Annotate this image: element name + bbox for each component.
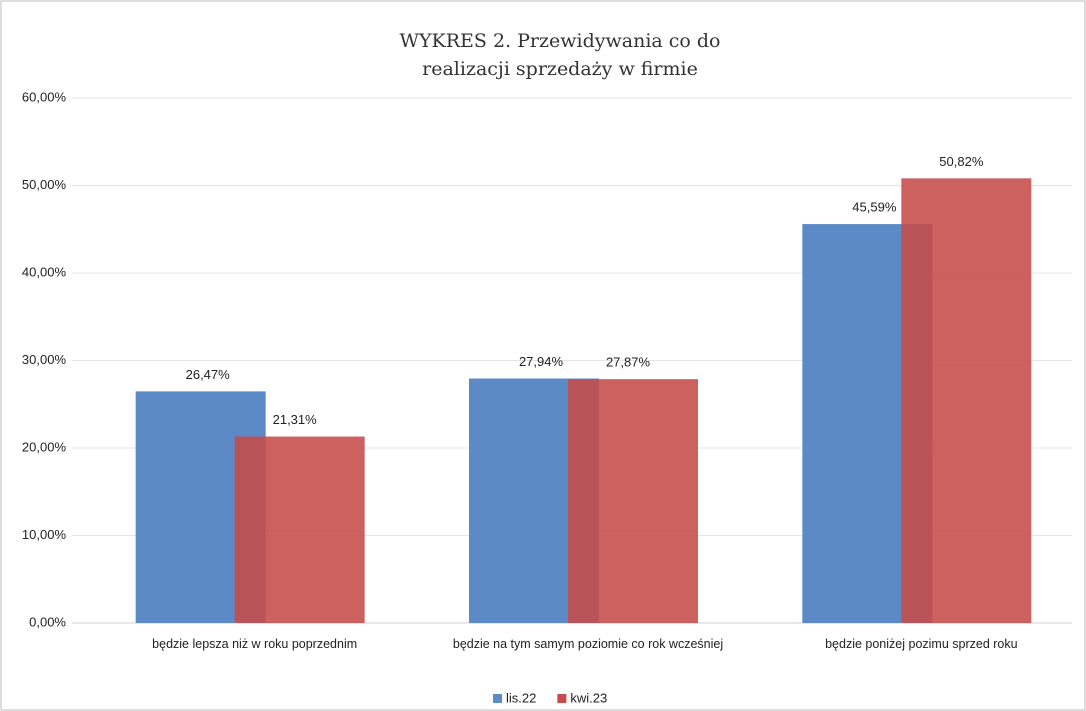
x-tick-label: będzie lepsza niż w roku poprzednim (152, 637, 358, 651)
y-tick-label: 30,00% (22, 352, 67, 367)
y-tick-label: 10,00% (22, 527, 67, 542)
bar (568, 379, 698, 623)
x-tick-label: będzie poniżej pozimu sprzed roku (825, 637, 1018, 651)
y-tick-label: 20,00% (22, 439, 67, 454)
y-tick-label: 60,00% (22, 89, 67, 104)
data-label: 27,94% (519, 354, 564, 369)
bar (901, 178, 1032, 623)
x-tick-label: będzie na tym samym poziomie co rok wcze… (452, 637, 724, 651)
legend-swatch (557, 694, 567, 703)
y-tick-label: 40,00% (22, 264, 67, 279)
legend-label: kwi.23 (570, 690, 607, 705)
data-label: 45,59% (852, 200, 897, 215)
data-label: 26,47% (186, 367, 231, 382)
legend-swatch (493, 694, 502, 703)
y-tick-label: 50,00% (22, 177, 67, 192)
chart-title: WYKRES 2. Przewidywania co do (399, 30, 720, 52)
data-label: 27,87% (606, 355, 651, 370)
y-tick-label: 0,00% (29, 614, 66, 629)
chart-title: realizacji sprzedaży w firmie (422, 58, 698, 80)
data-label: 50,82% (939, 154, 984, 169)
legend-label: lis.22 (506, 690, 536, 705)
bar (234, 436, 365, 623)
data-label: 21,31% (273, 412, 318, 427)
